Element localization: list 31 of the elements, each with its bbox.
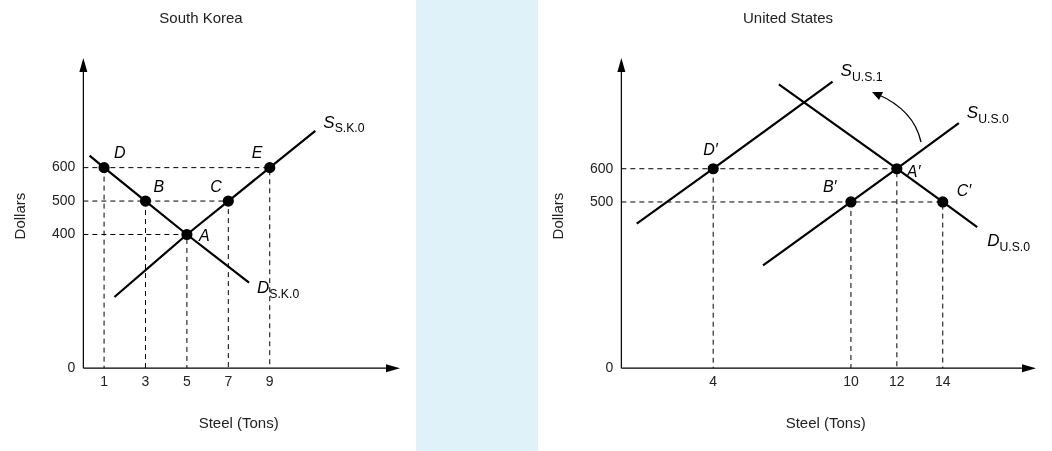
annotation: D′ (703, 141, 719, 159)
annotation: B′ (822, 178, 838, 196)
y-tick-label: 600 (590, 159, 614, 176)
y-tick-label: 500 (590, 192, 614, 209)
x-tick-label: 1 (100, 373, 109, 390)
x-tick-label: 5 (183, 373, 192, 390)
y-tick-label: 600 (52, 158, 76, 175)
y-tick-label: 0 (67, 359, 76, 376)
annotation: A (197, 226, 210, 244)
annotation: A′ (905, 163, 922, 181)
y-axis-title: Dollars (11, 192, 29, 240)
annotation: D (114, 144, 127, 162)
y-tick-label: 500 (52, 191, 76, 208)
x-tick-label: 4 (709, 373, 718, 390)
x-tick-label: 12 (889, 373, 905, 390)
x-tick-label: 9 (265, 373, 274, 390)
annotation: C′ (956, 182, 973, 200)
annotation: E (251, 144, 263, 162)
y-tick-label: 0 (605, 359, 614, 376)
x-tick-label: 10 (843, 373, 859, 390)
annotation: C (210, 177, 223, 195)
chart-title: South Korea (159, 9, 244, 27)
x-tick-label: 14 (934, 373, 951, 390)
x-tick-label: 7 (224, 373, 233, 390)
y-axis-title: Dollars (549, 192, 567, 240)
chart-title: United States (742, 9, 834, 27)
x-axis-title: Steel (Tons) (198, 414, 279, 432)
x-tick-label: 3 (141, 373, 150, 390)
x-axis-title: Steel (Tons) (785, 414, 866, 432)
y-tick-label: 400 (52, 225, 76, 242)
annotation: B (153, 177, 165, 195)
